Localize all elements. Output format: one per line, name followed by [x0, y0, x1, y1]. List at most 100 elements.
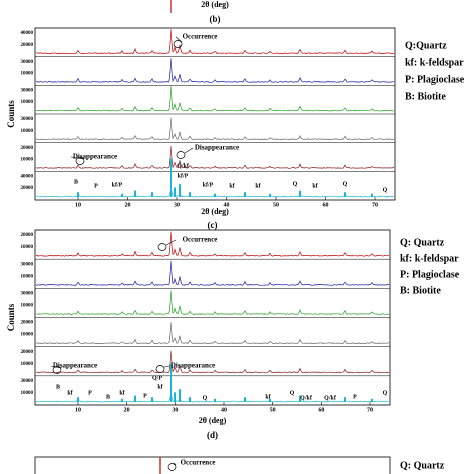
x-tick-label: 10 — [75, 407, 81, 413]
y-tick-label: 30000 — [21, 117, 34, 122]
legend-entry: B: Biotite — [400, 285, 441, 296]
phase-label: Q/kf — [300, 395, 313, 401]
reference-stick — [121, 398, 123, 402]
reference-stick — [214, 193, 216, 197]
annotation-circle — [155, 365, 165, 373]
x-tick-label: 20 — [125, 202, 131, 208]
xrd-curve — [35, 231, 389, 257]
y-tick-label: 20000 — [21, 350, 34, 355]
reference-stick — [179, 184, 181, 197]
y-axis-label: Counts — [6, 100, 16, 128]
y-tick-label: 40000 — [21, 31, 34, 36]
reference-stick — [170, 363, 172, 402]
annotation-arrow — [163, 365, 170, 368]
annotation-circle — [52, 366, 62, 374]
xrd-curve — [35, 290, 390, 315]
x-tick-label: 30 — [174, 202, 180, 208]
y-tick-label: 40000 — [21, 174, 34, 179]
phase-label: Q — [203, 395, 208, 401]
phase-label: kf — [119, 390, 125, 396]
xrd-curve — [35, 322, 390, 345]
reference-stick — [244, 397, 246, 402]
xrd-curve — [35, 391, 390, 403]
phase-label: kf — [67, 390, 73, 396]
legend-entry: kf: k-feldspar — [405, 57, 464, 68]
phase-label: kf — [265, 394, 271, 400]
annotation-arrow — [175, 36, 183, 43]
y-tick-label: 20000 — [21, 146, 34, 151]
xrd-curve — [35, 58, 395, 83]
reference-stick — [151, 397, 153, 402]
y-tick-label: 10000 — [21, 100, 34, 105]
x-tick-label: 70 — [367, 407, 373, 413]
phase-label: kf — [255, 183, 261, 189]
x-tick-label: 10 — [75, 202, 81, 208]
y-tick-label: 20000 — [21, 321, 34, 326]
reference-stick — [77, 192, 79, 197]
y-tick-label: 10000 — [21, 362, 34, 367]
reference-stick — [269, 193, 271, 197]
x-tick-label: 40 — [224, 202, 230, 208]
phase-label: Q — [383, 390, 388, 396]
phase-label: B — [74, 179, 78, 185]
x-tick-label: 60 — [323, 202, 329, 208]
phase-label: Q — [383, 187, 388, 193]
y-tick-label: 30000 — [21, 291, 34, 296]
x-tick-label: 50 — [273, 202, 279, 208]
reference-stick — [134, 190, 136, 197]
xrd-curve — [36, 28, 395, 55]
legend-entry: Q: Quartz — [400, 460, 445, 471]
annotation-arrow — [50, 365, 62, 369]
phase-label: P — [353, 394, 357, 400]
reference-stick — [170, 158, 172, 197]
y-tick-label: 10000 — [21, 274, 34, 279]
reference-stick — [174, 187, 176, 197]
y-tick-label: 30000 — [21, 379, 34, 384]
annotation-circle — [157, 243, 167, 251]
x-tick-label: 70 — [372, 202, 378, 208]
y-tick-label: 10000 — [21, 245, 34, 250]
phase-label: P — [88, 390, 92, 396]
xrd-curve — [35, 350, 390, 374]
phase-label: Q — [293, 181, 298, 187]
reference-stick — [189, 397, 191, 402]
y-tick-label: 10000 — [21, 333, 34, 338]
y-tick-label: 20000 — [21, 43, 34, 48]
panel-label: (c) — [208, 220, 218, 230]
reference-stick — [174, 392, 176, 402]
x-axis-label: 2θ (deg) — [199, 416, 227, 425]
annotation-arrow — [173, 462, 177, 466]
x-axis-label: 2θ (deg) — [201, 207, 229, 216]
annotation-arrow — [184, 147, 194, 154]
annotation: Disappearance — [171, 362, 215, 370]
y-tick-label: 10000 — [21, 303, 34, 308]
x-tick-label: 30 — [172, 407, 178, 413]
legend-entry: Q:Quartz — [405, 40, 447, 51]
reference-stick — [371, 193, 373, 197]
x-tick-label: 40 — [221, 407, 227, 413]
legend-entry: B: Biotite — [405, 91, 446, 102]
y-tick-label: 30000 — [21, 262, 34, 267]
reference-stick — [189, 192, 191, 197]
legend-entry: Q: Quartz — [400, 237, 445, 248]
xrd-curve — [35, 145, 395, 169]
reference-stick — [269, 398, 271, 402]
reference-stick — [299, 190, 301, 197]
phase-label: B — [56, 384, 60, 390]
annotation: Occurrence — [183, 236, 218, 244]
reference-stick — [121, 193, 123, 197]
phase-label: Q/kf — [177, 163, 190, 169]
annotation: Disappearance — [73, 153, 117, 161]
y-axis-label: Counts — [6, 303, 16, 331]
phase-label: Q/P — [152, 375, 162, 381]
reference-stick — [371, 398, 373, 402]
xrd-curve — [35, 86, 395, 112]
phase-label: kf — [157, 384, 163, 390]
phase-label: P — [94, 183, 98, 189]
y-tick-label: 30000 — [21, 60, 34, 65]
plot-frame — [34, 456, 391, 474]
reference-stick — [214, 398, 216, 402]
annotation-circle — [176, 151, 186, 159]
y-tick-label: 20000 — [21, 233, 34, 238]
